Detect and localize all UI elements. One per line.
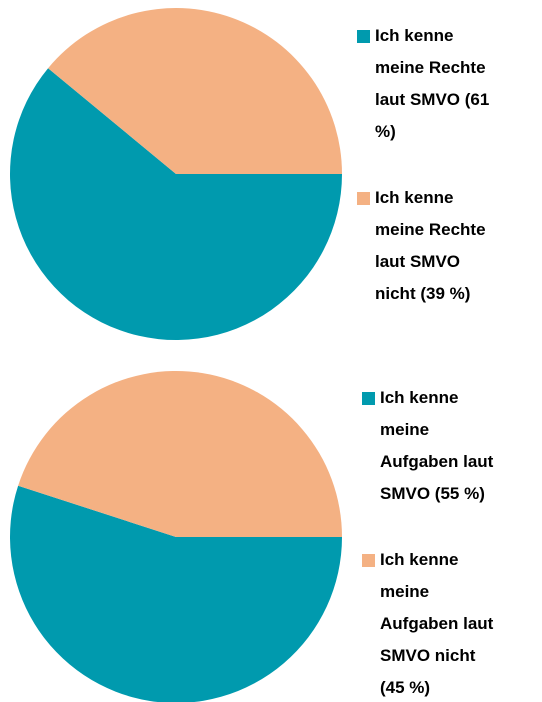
pie-slice: [48, 7, 343, 174]
legend-label: Ich kenne meine Aufgaben laut SMVO nicht…: [380, 550, 494, 697]
legend-swatch: [357, 192, 370, 205]
legend-label: Ich kenne meine Rechte laut SMVO nicht (…: [375, 188, 486, 303]
legend-swatch: [357, 30, 370, 43]
legend-label: Ich kenne meine Aufgaben laut SMVO (55 %…: [380, 388, 494, 503]
legend-label: Ich kenne meine Rechte laut SMVO (61 %): [375, 26, 490, 141]
pie-slice: [18, 371, 342, 537]
pie-slice: [10, 485, 342, 702]
legend-swatch: [362, 392, 375, 405]
pie-slice: [9, 68, 342, 341]
legend-swatch: [362, 554, 375, 567]
